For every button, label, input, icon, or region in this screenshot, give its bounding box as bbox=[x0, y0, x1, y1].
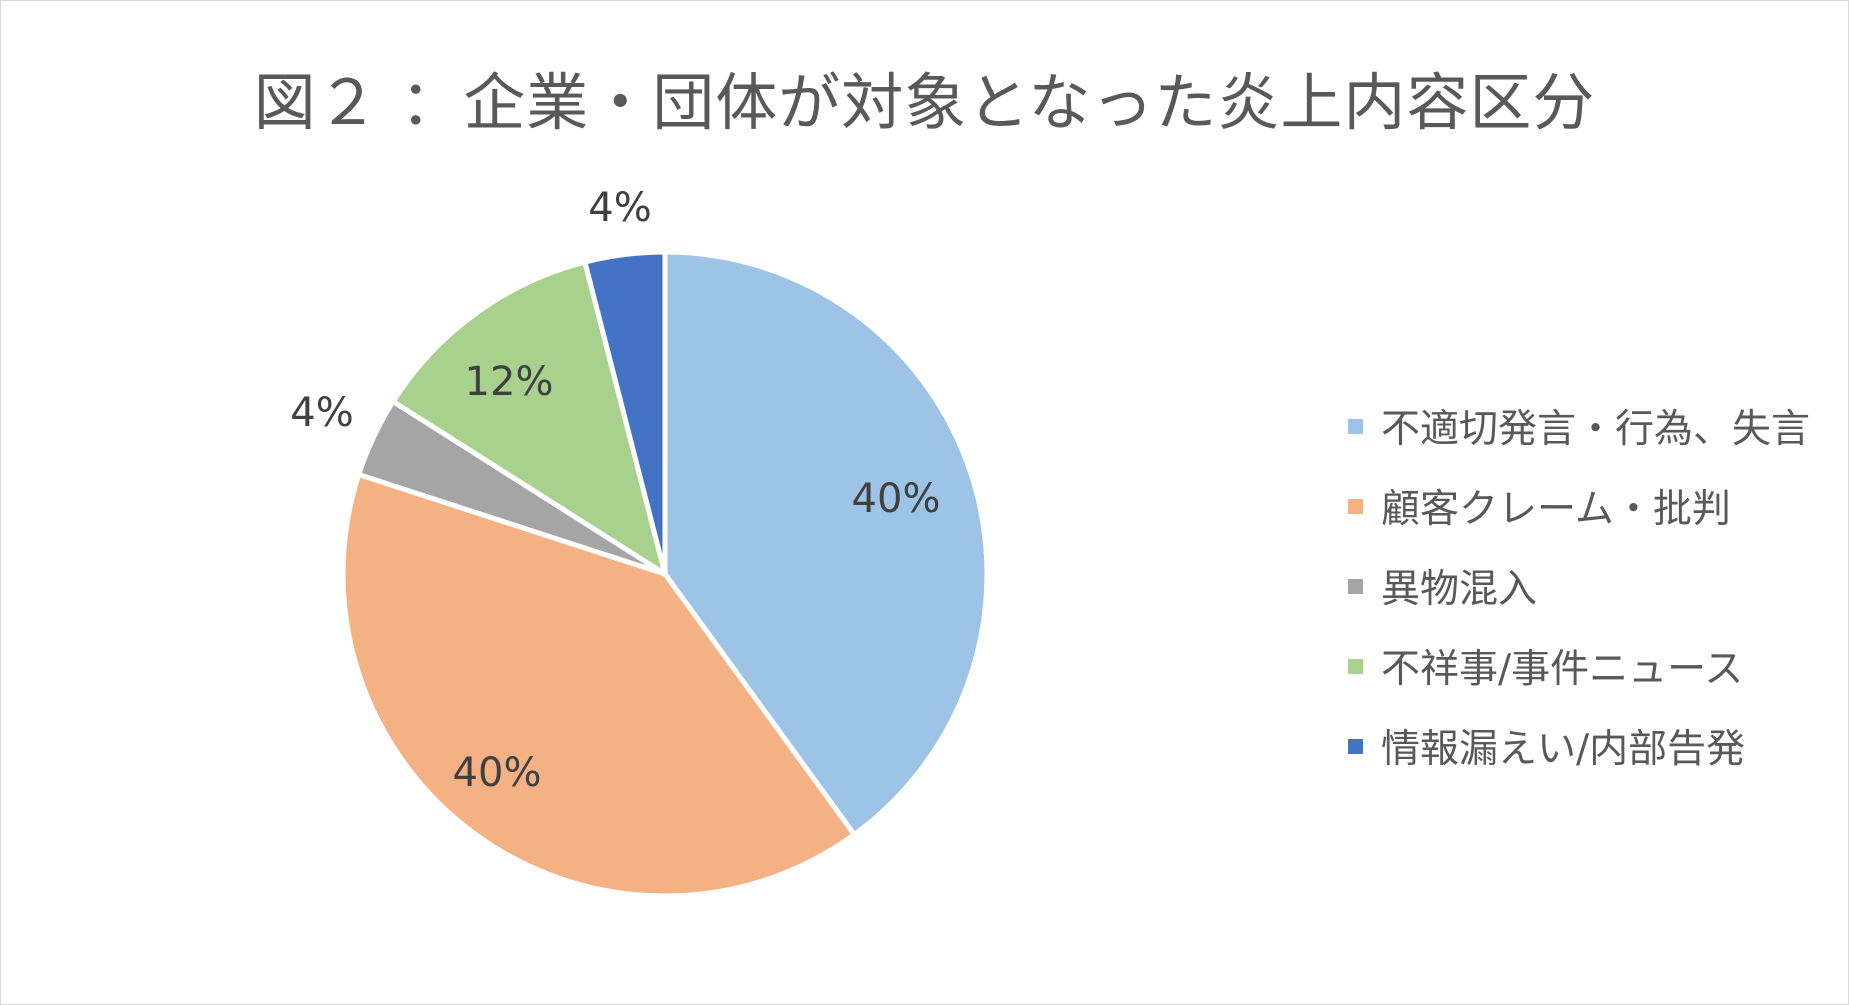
pie-slice bbox=[662, 249, 990, 838]
data-label: 4% bbox=[588, 185, 651, 231]
legend-swatch bbox=[1348, 658, 1363, 674]
legend-label: 不祥事/事件ニュース bbox=[1381, 647, 1744, 692]
legend-swatch bbox=[1348, 418, 1363, 434]
legend-label: 顧客クレーム・批判 bbox=[1381, 487, 1731, 532]
legend: 不適切発言・行為、失言 顧客クレーム・批判 異物混入不祥事/事件ニュース 情報漏えい/… bbox=[1348, 386, 1810, 786]
pie-slice bbox=[340, 471, 857, 899]
legend-label: 情報漏えい/内部告発 bbox=[1381, 727, 1746, 772]
legend-item: 不適切発言・行為、失言 bbox=[1348, 386, 1810, 466]
legend-swatch bbox=[1348, 738, 1363, 754]
legend-item: 顧客クレーム・批判 bbox=[1348, 466, 1810, 546]
legend-swatch bbox=[1348, 498, 1363, 514]
data-label: 40% bbox=[453, 750, 542, 796]
pie-slice bbox=[390, 259, 668, 577]
data-label: 12% bbox=[465, 359, 554, 405]
legend-item: 不祥事/事件ニュース bbox=[1348, 626, 1810, 706]
legend-swatch bbox=[1348, 578, 1363, 594]
legend-item: 異物混入 bbox=[1348, 546, 1810, 626]
data-label: 40% bbox=[852, 476, 941, 522]
pie-slice bbox=[582, 249, 668, 577]
data-label: 4% bbox=[290, 390, 353, 436]
legend-label: 異物混入 bbox=[1381, 567, 1538, 612]
legend-item: 情報漏えい/内部告発 bbox=[1348, 706, 1810, 786]
legend-label: 不適切発言・行為、失言 bbox=[1381, 407, 1811, 452]
chart-title: 図２ ：企業・団体が対象となった炎上内容区分 bbox=[253, 66, 1596, 139]
